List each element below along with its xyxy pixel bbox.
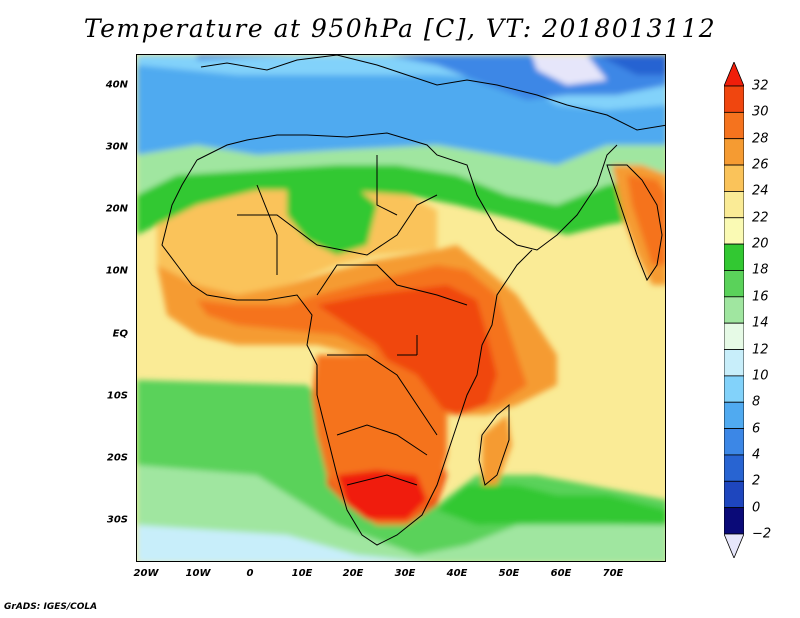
lon-label: 10W bbox=[185, 568, 211, 579]
colorbar-segment bbox=[724, 111, 744, 140]
colorbar-tick-label: 26 bbox=[752, 157, 769, 173]
colorbar-segment bbox=[724, 349, 744, 377]
lat-label: 30N bbox=[105, 141, 128, 153]
lat-label: 30S bbox=[106, 514, 128, 526]
colorbar-segment bbox=[724, 191, 744, 219]
lat-label: EQ bbox=[112, 328, 128, 340]
lat-label: 10N bbox=[105, 265, 128, 277]
colorbar-segment bbox=[724, 322, 744, 350]
colorbar-segment bbox=[724, 62, 744, 87]
colorbar-segment bbox=[724, 507, 744, 535]
colorbar-segment bbox=[724, 533, 744, 558]
colorbar-segment bbox=[724, 401, 744, 429]
colorbar-tick-label: 14 bbox=[752, 315, 769, 331]
lat-label: 40N bbox=[105, 79, 128, 91]
temperature-field bbox=[137, 55, 665, 561]
lon-label: 30E bbox=[394, 568, 416, 579]
colorbar-tick-label: 28 bbox=[752, 131, 769, 147]
colorbar-tick-label: 16 bbox=[752, 289, 769, 305]
colorbar-tick-label: 30 bbox=[752, 104, 769, 120]
colorbar-tick-label: 0 bbox=[752, 500, 761, 516]
colorbar-tick-label: 12 bbox=[752, 342, 769, 358]
grads-credit: GrADS: IGES/COLA bbox=[4, 602, 98, 612]
colorbar-tick-label: −2 bbox=[752, 526, 772, 542]
colorbar-tick-label: 8 bbox=[752, 394, 761, 410]
colorbar-tick-label: 32 bbox=[752, 78, 769, 94]
colorbar-tick-label: 24 bbox=[752, 183, 769, 199]
lat-label: 20S bbox=[106, 452, 128, 464]
lon-label: 0 bbox=[246, 568, 254, 579]
colorbar-tick-label: 22 bbox=[752, 210, 769, 226]
colorbar-segment bbox=[724, 296, 744, 324]
colorbar-segment bbox=[724, 454, 744, 482]
lon-label: 50E bbox=[498, 568, 520, 579]
colorbar-tick-label: 10 bbox=[752, 368, 769, 384]
colorbar-tick-label: 20 bbox=[752, 236, 769, 252]
colorbar-segment bbox=[724, 243, 744, 271]
lon-label: 40E bbox=[446, 568, 468, 579]
lon-label: 10E bbox=[291, 568, 313, 579]
lon-label: 70E bbox=[602, 568, 624, 579]
colorbar-tick-label: 2 bbox=[752, 473, 761, 489]
map-title: Temperature at 950hPa [C], VT: 201801311… bbox=[83, 14, 717, 43]
colorbar-segment bbox=[724, 217, 744, 245]
lat-label: 10S bbox=[106, 390, 128, 402]
colorbar-segment bbox=[724, 164, 744, 192]
temperature-map bbox=[136, 54, 666, 562]
colorbar-tick-label: 6 bbox=[752, 421, 761, 437]
colorbar-segment bbox=[724, 375, 744, 403]
lon-label: 20W bbox=[133, 568, 159, 579]
lon-label: 60E bbox=[550, 568, 572, 579]
lat-label: 20N bbox=[105, 203, 128, 215]
colorbar-segment bbox=[724, 85, 744, 113]
colorbar-segment bbox=[724, 270, 744, 298]
colorbar-tick-label: 4 bbox=[752, 447, 761, 463]
colorbar-tick-label: 18 bbox=[752, 262, 769, 278]
colorbar-segment bbox=[724, 138, 744, 166]
lon-label: 20E bbox=[342, 568, 364, 579]
colorbar bbox=[724, 62, 744, 558]
colorbar-segment bbox=[724, 480, 744, 509]
colorbar-segment bbox=[724, 428, 744, 456]
